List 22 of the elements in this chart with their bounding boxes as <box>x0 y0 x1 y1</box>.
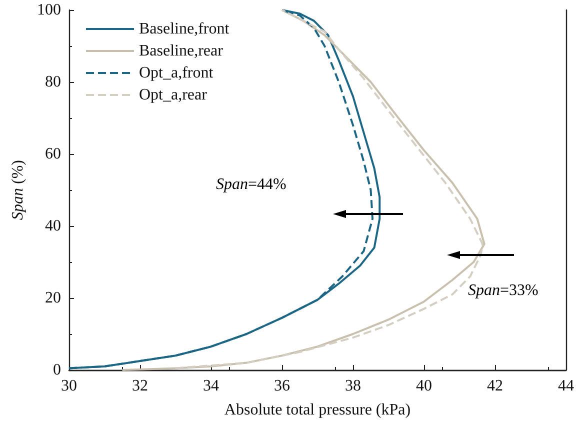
x-tick-label: 38 <box>345 378 361 394</box>
y-tick-label: 60 <box>45 146 61 162</box>
y-tick-label: 0 <box>53 362 61 378</box>
x-tick-label: 34 <box>203 378 219 394</box>
legend-label: Opt_a,rear <box>139 86 208 104</box>
x-tick-label: 40 <box>416 378 432 394</box>
y-tick-label: 20 <box>45 290 61 306</box>
legend-label: Baseline,rear <box>139 42 224 60</box>
x-tick-label: 36 <box>274 378 290 394</box>
x-tick-label: 32 <box>132 378 148 394</box>
y-tick-label: 100 <box>37 2 61 18</box>
x-tick-label: 44 <box>558 378 574 394</box>
y-axis-title: Span (%) <box>10 160 27 220</box>
annotation: Span=44% <box>216 176 286 194</box>
annotation: Span=33% <box>468 282 538 300</box>
x-tick-label: 42 <box>487 378 503 394</box>
y-tick-label: 80 <box>45 74 61 90</box>
legend-label: Baseline,front <box>139 20 230 38</box>
x-tick-label: 30 <box>61 378 77 394</box>
y-tick-label: 40 <box>45 218 61 234</box>
legend-label: Opt_a,front <box>139 64 214 82</box>
x-axis-title: Absolute total pressure (kPa) <box>224 402 411 418</box>
